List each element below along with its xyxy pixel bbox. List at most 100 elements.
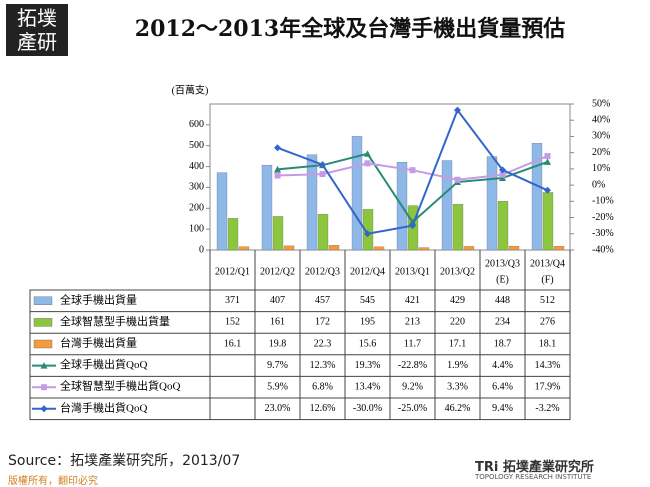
copyright: 版權所有，翻印必究 (8, 476, 98, 487)
brand: TRi 拓墣產業研究所 (475, 460, 594, 475)
legend-swatch (33, 296, 53, 305)
line-marker (499, 171, 506, 178)
table-value: 23.0% (265, 403, 291, 414)
line-marker (454, 106, 461, 114)
table-value: 12.3% (310, 360, 336, 371)
table-value: 4.4% (492, 360, 513, 371)
bar (362, 209, 374, 251)
logo: 拓墣產研 (6, 4, 68, 56)
legend-marker (41, 384, 47, 391)
table-value: -30.0% (353, 403, 382, 414)
table-value: 17.9% (535, 381, 561, 392)
bar (497, 201, 509, 251)
table-value: 429 (450, 295, 465, 306)
y-tick-label: 0 (199, 244, 204, 255)
x-tick-label: 2013/Q3 (E) (485, 259, 520, 286)
source: Source：拓墣產業研究所，2013/07 (8, 453, 241, 469)
legend-marker (40, 362, 48, 369)
bar (452, 203, 464, 251)
y-tick-label: 600 (189, 119, 204, 130)
table-value: 17.1 (449, 338, 467, 349)
legend-label: 全球手機出貨QoQ (60, 357, 147, 371)
table-value: 371 (225, 295, 240, 306)
table-value: 9.2% (402, 381, 423, 392)
line-marker (544, 186, 551, 194)
table-value: 19.8 (269, 338, 287, 349)
line-marker (319, 171, 326, 178)
brand-sub: TOPOLOGY RESEARCH INSTITUTE (475, 473, 592, 481)
table-value: 545 (360, 295, 375, 306)
table-value: 5.9% (267, 381, 288, 392)
bar (227, 218, 239, 251)
table-value: 152 (225, 317, 240, 328)
table-value: 18.1 (539, 338, 557, 349)
line-marker (274, 165, 281, 173)
bar (351, 136, 363, 251)
x-tick-label: 2012/Q4 (350, 267, 385, 278)
y-axis-title: (百萬支) (172, 83, 209, 96)
table-value: 12.6% (310, 403, 336, 414)
y-tick-label: 400 (189, 161, 204, 172)
y-tick-label: 200 (189, 203, 204, 214)
table-value: -3.2% (535, 403, 559, 414)
bar (553, 246, 565, 251)
line-marker (274, 144, 281, 152)
table-value: 213 (405, 317, 420, 328)
table-value: 13.4% (355, 381, 381, 392)
y2-tick-label: -30% (592, 228, 614, 239)
table-value: 14.3% (535, 360, 561, 371)
table-value: -25.0% (398, 403, 427, 414)
bar (508, 245, 520, 251)
table-value: 46.2% (445, 403, 471, 414)
y-tick-label: 300 (189, 182, 204, 193)
bar (486, 156, 498, 251)
table-value: 9.4% (492, 403, 513, 414)
bar (441, 160, 453, 251)
table-value: 19.3% (355, 360, 381, 371)
x-tick-label: 2013/Q2 (440, 267, 475, 278)
y2-tick-label: 40% (592, 115, 610, 126)
line-marker (364, 150, 371, 157)
legend-swatch (33, 339, 53, 349)
table-value: 172 (315, 317, 330, 328)
bar (418, 247, 430, 251)
y2-tick-label: -10% (592, 196, 614, 207)
legend-label: 台灣手機出貨量 (60, 336, 137, 350)
line-marker (364, 230, 371, 238)
table-value: 457 (315, 295, 330, 306)
bar (238, 246, 250, 251)
table-value: 407 (270, 295, 285, 306)
line-marker (364, 160, 371, 167)
y-tick-label: 500 (189, 140, 204, 151)
x-tick-label: 2013/Q1 (395, 267, 430, 278)
y2-tick-label: 0% (592, 179, 605, 190)
table-value: 9.7% (267, 360, 288, 371)
table-value: 6.4% (492, 381, 513, 392)
y-tick-label: 100 (189, 223, 204, 234)
bar (283, 245, 295, 251)
table-value: 512 (540, 295, 555, 306)
line-marker (409, 167, 416, 174)
legend-swatch (33, 318, 53, 327)
table-value: 1.9% (447, 360, 468, 371)
table-value: 16.1 (224, 338, 242, 349)
table-value: 220 (450, 317, 465, 328)
bar (542, 192, 554, 251)
table-value: 15.6 (359, 338, 377, 349)
x-tick-label: 2012/Q1 (215, 267, 250, 278)
bar (531, 143, 543, 251)
bar (261, 164, 273, 251)
x-tick-label: 2013/Q4 (F) (530, 259, 565, 286)
line-marker (499, 166, 506, 174)
table-value: 6.8% (312, 381, 333, 392)
table-value: 3.3% (447, 381, 468, 392)
table-value: 448 (495, 295, 510, 306)
legend-label: 全球智慧型手機出貨QoQ (60, 379, 180, 393)
bar (328, 245, 340, 251)
chart-title: 2012～2013年全球及台灣手機出貨量預估 (134, 16, 566, 42)
bar (306, 154, 318, 251)
table-value: 234 (495, 317, 510, 328)
line-marker (319, 161, 326, 169)
